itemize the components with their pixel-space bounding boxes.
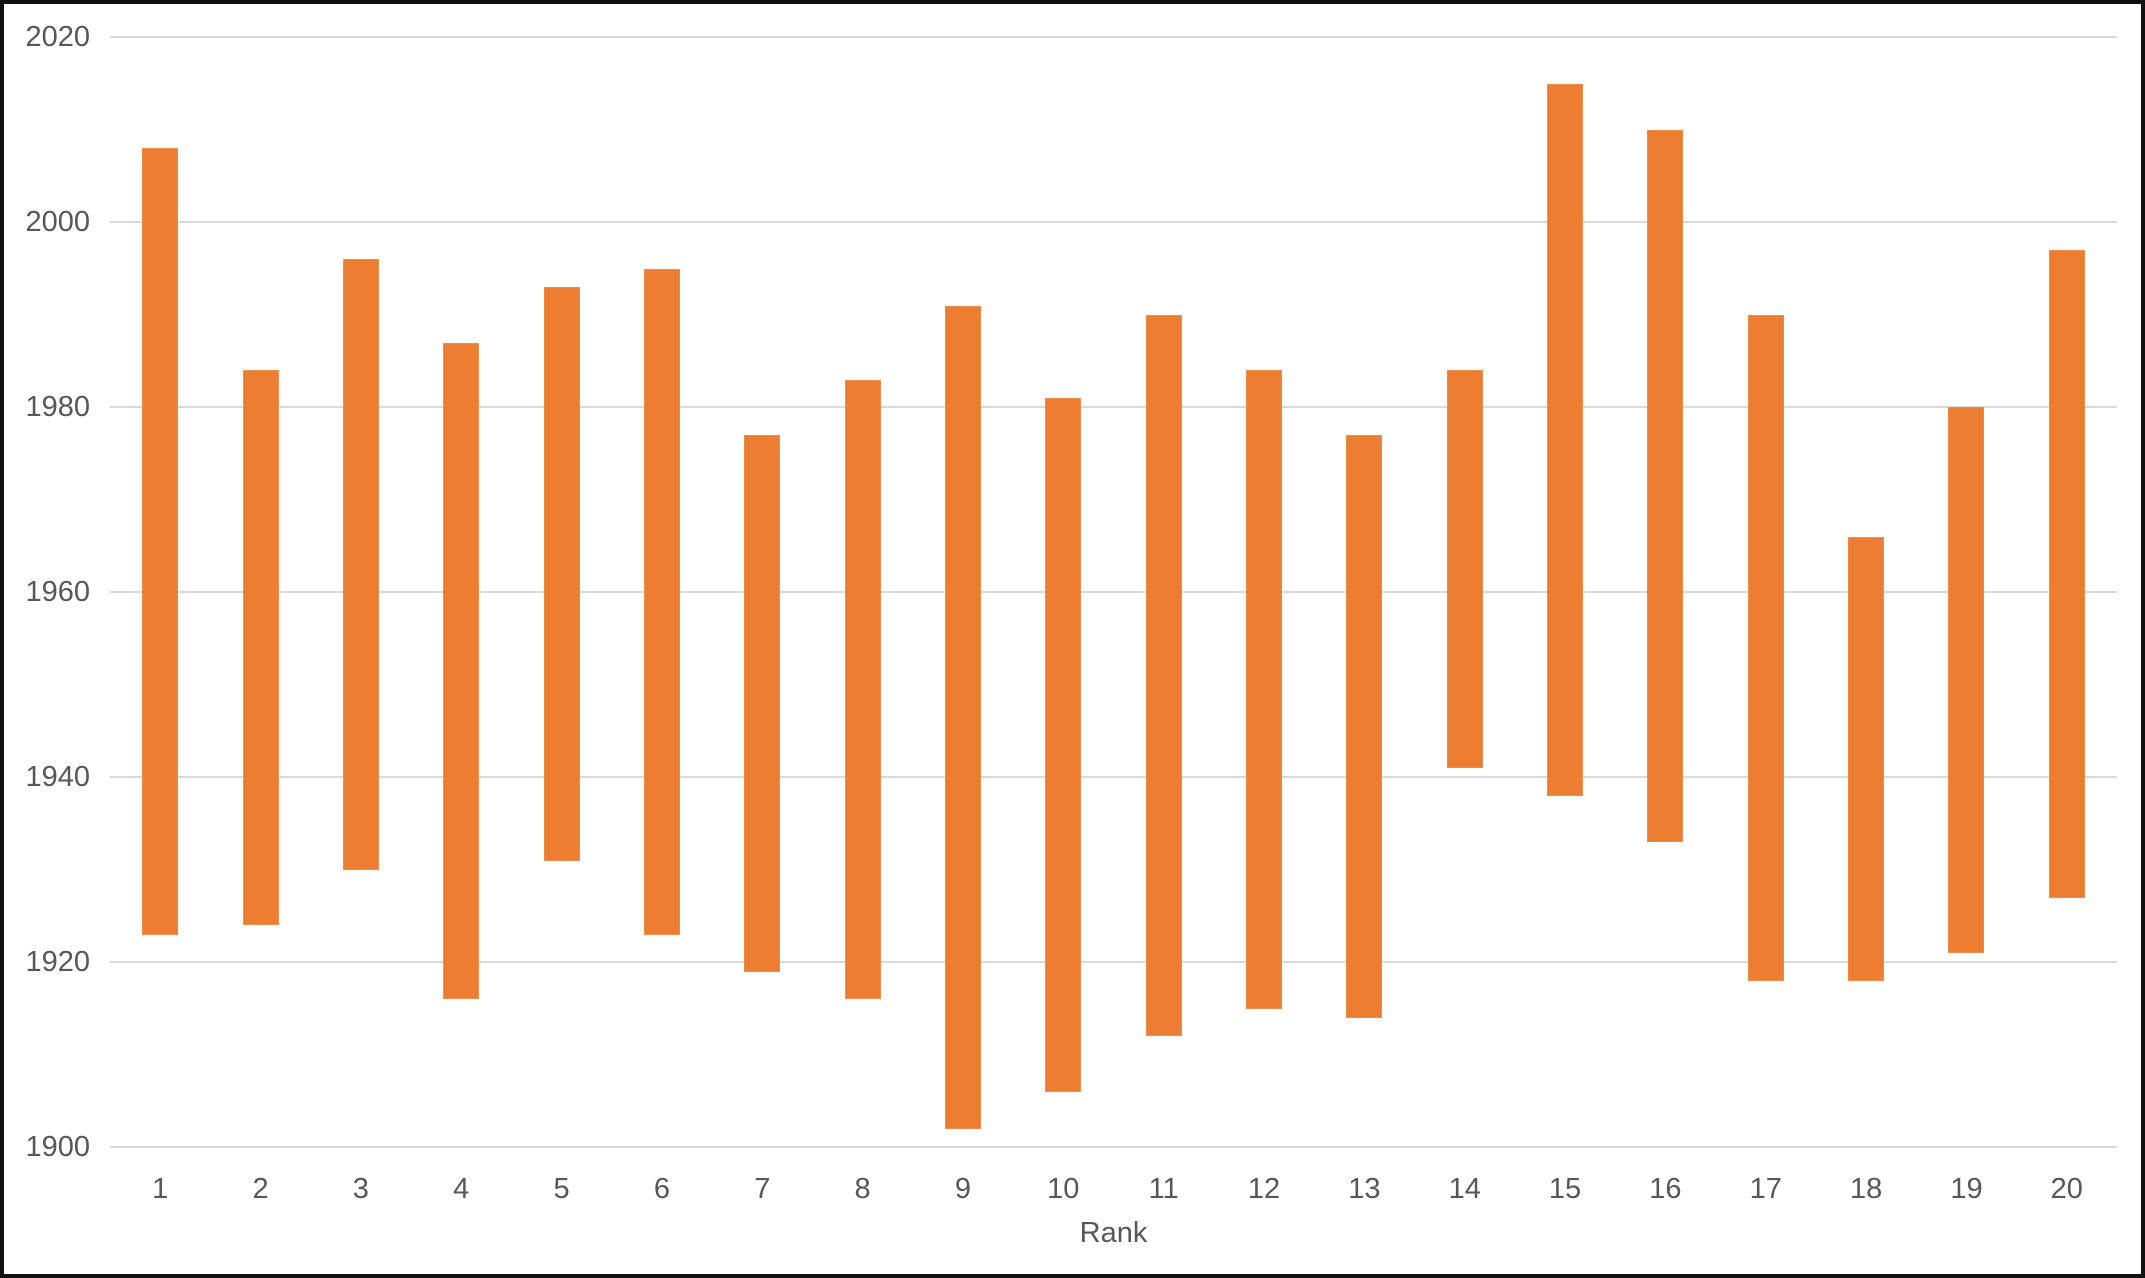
range-bar-rank-17 — [1747, 314, 1784, 981]
x-tick-label: 13 — [1348, 1173, 1381, 1205]
y-tick-label: 1940 — [25, 761, 90, 794]
range-bar-rank-2 — [242, 370, 279, 926]
x-tick-label: 10 — [1047, 1173, 1080, 1205]
gridline — [110, 1146, 2117, 1149]
gridline — [110, 36, 2117, 39]
x-tick-label: 17 — [1749, 1173, 1782, 1205]
range-bar-rank-20 — [2048, 250, 2085, 898]
range-bar-rank-6 — [643, 268, 680, 935]
range-bar-rank-4 — [443, 342, 480, 1000]
x-tick-label: 6 — [653, 1173, 670, 1205]
y-tick-label: 1920 — [25, 946, 90, 979]
x-tick-label: 3 — [352, 1173, 369, 1205]
gridline — [110, 776, 2117, 779]
range-bar-rank-14 — [1446, 370, 1483, 769]
x-tick-label: 11 — [1148, 1173, 1179, 1205]
range-bar-rank-19 — [1948, 407, 1985, 954]
y-tick-label: 1900 — [25, 1131, 90, 1164]
x-tick-label: 4 — [453, 1173, 470, 1205]
range-bar-rank-10 — [1045, 398, 1082, 1092]
gridline — [110, 406, 2117, 409]
x-tick-label: 19 — [1950, 1173, 1983, 1205]
x-tick-label: 14 — [1448, 1173, 1481, 1205]
range-bar-rank-1 — [142, 148, 179, 935]
range-bar-rank-15 — [1547, 83, 1584, 796]
x-tick-label: 2 — [252, 1173, 269, 1205]
x-tick-label: 20 — [2050, 1173, 2083, 1205]
range-bar-rank-3 — [342, 259, 379, 870]
x-tick-label: 9 — [954, 1173, 972, 1205]
x-tick-label: 16 — [1649, 1173, 1682, 1205]
range-bar-rank-5 — [543, 287, 580, 861]
range-bar-rank-16 — [1647, 129, 1684, 843]
x-tick-label: 1 — [152, 1173, 169, 1205]
range-bar-rank-12 — [1246, 370, 1283, 1009]
x-tick-label: 7 — [754, 1173, 771, 1205]
x-tick-label: 12 — [1247, 1173, 1281, 1205]
x-tick-label: 18 — [1849, 1173, 1883, 1205]
y-tick-label: 1980 — [25, 391, 90, 424]
y-tick-label: 2020 — [25, 21, 90, 54]
gridline — [110, 221, 2117, 224]
y-tick-label: 1960 — [25, 576, 90, 609]
range-bar-rank-13 — [1346, 435, 1383, 1018]
x-tick-label: 5 — [553, 1173, 570, 1205]
range-bar-rank-11 — [1145, 314, 1182, 1037]
x-tick-label: 15 — [1548, 1173, 1582, 1205]
x-tick-label: 8 — [854, 1173, 871, 1205]
y-tick-label: 2000 — [25, 206, 90, 239]
range-bar-rank-8 — [844, 379, 881, 1000]
gridline — [110, 961, 2117, 964]
x-axis-title: Rank — [1079, 1217, 1148, 1249]
range-bar-rank-18 — [1848, 536, 1885, 981]
range-bar-rank-9 — [944, 305, 981, 1129]
range-bar-rank-7 — [744, 435, 781, 972]
gridline — [110, 591, 2117, 594]
